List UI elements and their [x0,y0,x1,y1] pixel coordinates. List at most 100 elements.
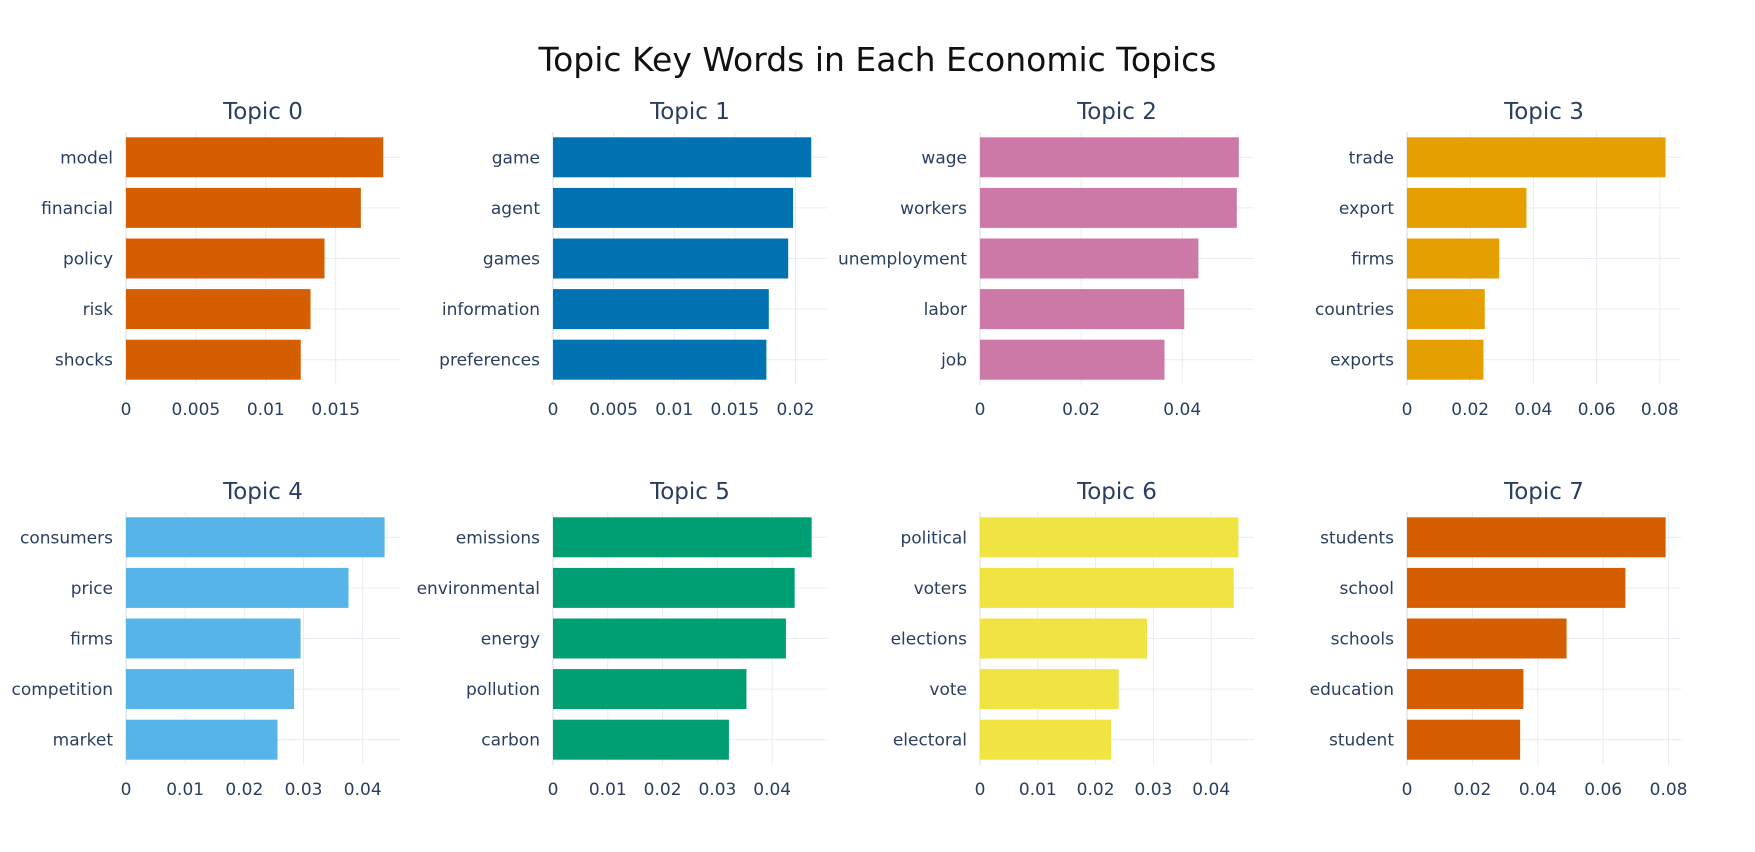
y-tick-label: emissions [456,528,540,548]
bar-environmental [553,567,795,608]
bar-wage [980,137,1239,178]
bar-job [980,339,1165,380]
bar-firms [1407,238,1500,279]
x-tick-label: 0 [975,400,986,420]
y-tick-label: exports [1330,351,1394,371]
x-tick-label: 0.02 [1453,780,1491,800]
y-tick-label: electoral [893,731,967,751]
x-tick-label: 0 [121,400,132,420]
bar-exports [1407,339,1484,380]
bar-students [1407,517,1666,558]
subplot-title: Topic 3 [1503,99,1584,125]
bar-shocks [126,339,301,380]
y-tick-label: export [1339,199,1394,219]
x-tick-label: 0.02 [1062,400,1100,420]
bar-preferences [553,339,767,380]
bar-information [553,289,769,330]
bar-countries [1407,289,1485,330]
y-tick-label: information [442,300,540,320]
bar-trade [1407,137,1666,178]
bar-electoral [980,719,1112,760]
x-tick-label: 0.01 [166,780,204,800]
bar-risk [126,289,311,330]
bar-labor [980,289,1185,330]
x-tick-label: 0 [1402,400,1413,420]
y-tick-label: price [71,579,113,599]
subplot-title: Topic 6 [1076,479,1157,505]
bar-competition [126,669,295,710]
subplot-topic-1: game agent games information preferences 0 0.0… [439,99,827,420]
subplot-topic-3: trade export firms countries exports 0 0.02 0.0… [1315,99,1681,420]
subplot-title: Topic 2 [1076,99,1157,125]
bar-elections [980,618,1148,659]
subplot-title: Topic 5 [649,479,730,505]
y-tick-label: competition [11,680,113,700]
y-tick-label: schools [1331,630,1395,650]
x-tick-label: 0.02 [777,400,815,420]
y-tick-label: student [1329,731,1394,751]
bar-market [126,719,278,760]
y-tick-label: preferences [439,351,540,371]
bar-political [980,517,1239,558]
x-tick-label: 0.01 [655,400,693,420]
y-tick-label: policy [63,250,113,270]
bar-game [553,137,812,178]
x-tick-label: 0.04 [1514,400,1552,420]
subplot-title: Topic 4 [222,479,303,505]
x-tick-label: 0.03 [698,780,736,800]
subplot-topic-6: political voters elections vote electoral 0 0.… [891,479,1254,800]
y-tick-label: job [940,351,967,371]
bar-policy [126,238,325,279]
y-tick-label: game [492,148,540,168]
bar-games [553,238,789,279]
x-tick-label: 0.01 [247,400,285,420]
bar-school [1407,567,1626,608]
y-tick-label: vote [929,680,967,700]
y-tick-label: workers [900,199,967,219]
x-tick-label: 0 [121,780,132,800]
bar-unemployment [980,238,1199,279]
bar-student [1407,719,1521,760]
bar-pollution [553,669,747,710]
x-tick-label: 0.04 [1163,400,1201,420]
x-tick-label: 0.015 [711,400,760,420]
x-tick-label: 0.04 [1519,780,1557,800]
x-tick-label: 0.04 [753,780,791,800]
y-tick-label: firms [1351,250,1394,270]
x-tick-label: 0.03 [1134,780,1172,800]
y-tick-label: wage [921,148,967,168]
x-tick-label: 0.03 [285,780,323,800]
x-tick-label: 0 [548,400,559,420]
y-tick-label: model [60,148,113,168]
subplot-title: Topic 0 [222,99,303,125]
y-tick-label: education [1310,680,1394,700]
subplot-topic-0: model financial policy risk shocks 0 0.005 0.01… [41,99,400,420]
x-tick-label: 0.01 [1019,780,1057,800]
subplot-topic-7: students school schools education student 0 0.… [1310,479,1688,800]
x-tick-label: 0 [548,780,559,800]
bar-financial [126,187,361,228]
y-tick-label: agent [491,199,540,219]
x-tick-label: 0.04 [344,780,382,800]
y-tick-label: countries [1315,300,1394,320]
y-tick-label: consumers [20,528,113,548]
x-tick-label: 0.02 [644,780,682,800]
bar-export [1407,187,1527,228]
y-tick-label: labor [924,300,967,320]
x-tick-label: 0.02 [225,780,263,800]
y-tick-label: energy [481,630,540,650]
bar-energy [553,618,786,659]
y-tick-label: trade [1349,148,1394,168]
x-tick-label: 0.005 [172,400,221,420]
y-tick-label: games [483,250,540,270]
y-tick-label: pollution [466,680,540,700]
bar-voters [980,567,1234,608]
chart-main-title: Topic Key Words in Each Economic Topics [538,40,1217,79]
subplot-topic-4: consumers price firms competition market 0 0.0… [11,479,400,800]
bar-education [1407,669,1524,710]
x-tick-label: 0 [1402,780,1413,800]
y-tick-label: voters [914,579,968,599]
x-tick-label: 0.02 [1077,780,1115,800]
x-tick-label: 0.02 [1451,400,1489,420]
y-tick-label: elections [891,630,968,650]
